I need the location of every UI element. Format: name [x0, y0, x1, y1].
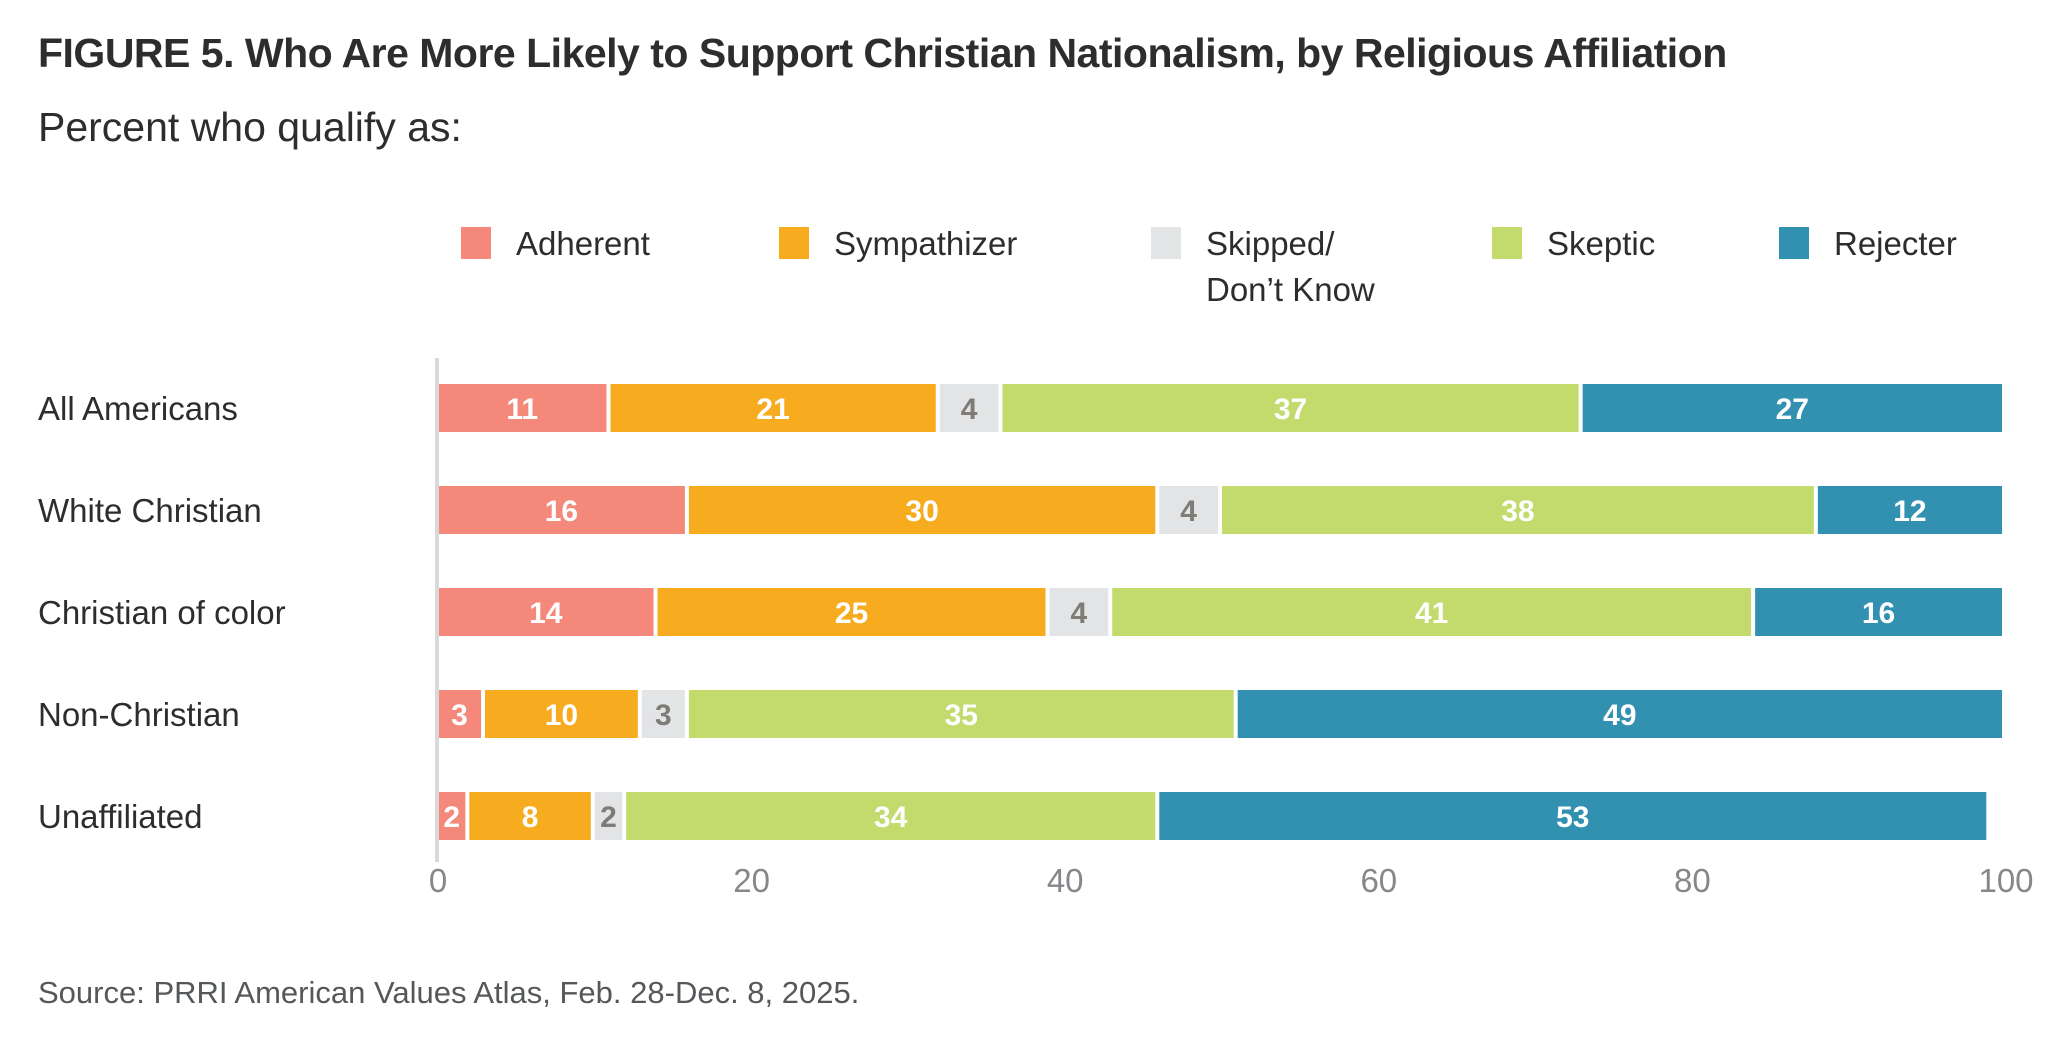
bar-segment-sympathizer: [485, 690, 638, 738]
bar-segment-sympathizer: [657, 588, 1046, 636]
data-label-skeptic: 34: [874, 801, 908, 834]
data-label-skipped-don-t-know: 2: [600, 801, 617, 834]
chart-title: FIGURE 5. Who Are More Likely to Support…: [38, 30, 1727, 76]
data-label-skipped-don-t-know: 3: [655, 699, 672, 732]
bar-segment-skipped-don-t-know: [1159, 486, 1218, 534]
bar-segment-sympathizer: [610, 384, 936, 432]
data-label-adherent: 11: [506, 393, 538, 426]
bar-segment-skeptic: [1002, 384, 1579, 432]
data-label-skipped-don-t-know: 4: [1071, 597, 1088, 630]
data-label-sympathizer: 21: [756, 393, 789, 426]
bar-segment-skipped-don-t-know: [641, 690, 685, 738]
legend-swatch-sympathizer: [779, 227, 809, 259]
category-label-non-christian: Non-Christian: [38, 696, 240, 733]
legend-label: Rejecter: [1834, 225, 1957, 262]
data-label-adherent: 3: [451, 699, 468, 732]
x-axis-ticks: 0 20 40 60 80 100: [429, 862, 2034, 899]
x-tick-label: 40: [1047, 862, 1084, 899]
data-label-sympathizer: 8: [522, 801, 539, 834]
bar-segment-rejecter: [1755, 588, 2002, 636]
bars: 11 21 4 37 27 16 30 4 38 12 14 25 4 41 16 3 10 3 35 49 2 8 2 34…: [438, 384, 2002, 840]
data-label-skeptic: 37: [1274, 393, 1307, 426]
x-tick-label: 80: [1674, 862, 1711, 899]
bar-segment-skeptic: [1222, 486, 1814, 534]
bar-segment-skeptic: [1112, 588, 1752, 636]
data-label-sympathizer: 25: [835, 597, 868, 630]
x-tick-label: 100: [1978, 862, 2033, 899]
legend-label: Adherent: [516, 225, 650, 262]
category-label-white-christian: White Christian: [38, 492, 262, 529]
bar-segment-adherent: [438, 486, 685, 534]
x-tick-label: 20: [733, 862, 770, 899]
data-label-sympathizer: 10: [545, 699, 578, 732]
x-tick-label: 0: [429, 862, 447, 899]
bar-row-christian-of-color: 14 25 4 41 16: [438, 588, 2002, 636]
data-label-skipped-don-t-know: 4: [1180, 495, 1197, 528]
data-label-skeptic: 35: [945, 699, 978, 732]
data-label-skeptic: 38: [1501, 495, 1534, 528]
data-label-rejecter: 27: [1776, 393, 1809, 426]
data-label-skipped-don-t-know: 4: [961, 393, 978, 426]
bar-row-non-christian: 3 10 3 35 49: [438, 690, 2002, 738]
legend-item-skipped-don-t-know: Skipped/Don’t Know: [1151, 225, 1375, 308]
bar-row-all-americans: 11 21 4 37 27: [438, 384, 2002, 432]
chart-subtitle: Percent who qualify as:: [38, 104, 462, 150]
data-label-adherent: 14: [529, 597, 563, 630]
category-label-christian-of-color: Christian of color: [38, 594, 286, 631]
bar-segment-rejecter: [1817, 486, 2002, 534]
bar-segment-rejecter: [1237, 690, 2002, 738]
data-label-adherent: 16: [545, 495, 578, 528]
bar-row-white-christian: 16 30 4 38 12: [438, 486, 2002, 534]
source-note: Source: PRRI American Values Atlas, Feb.…: [38, 975, 860, 1010]
bar-segment-adherent: [438, 690, 482, 738]
bar-segment-skipped-don-t-know: [1049, 588, 1109, 636]
bar-segment-rejecter: [1582, 384, 2002, 432]
category-label-unaffiliated: Unaffiliated: [38, 798, 203, 835]
category-label-all-americans: All Americans: [38, 390, 238, 427]
bar-segment-skeptic: [626, 792, 1156, 840]
legend-item-adherent: Adherent: [461, 225, 650, 262]
legend-swatch-skipped-don-t-know: [1151, 227, 1181, 259]
data-label-adherent: 2: [443, 801, 460, 834]
category-labels: All Americans White Christian Christian of…: [38, 390, 286, 835]
bar-row-unaffiliated: 2 8 2 34 53: [438, 792, 1987, 840]
legend-item-skeptic: Skeptic: [1492, 225, 1655, 262]
legend-label: Sympathizer: [834, 225, 1017, 262]
bar-segment-adherent: [438, 384, 607, 432]
legend-item-rejecter: Rejecter: [1779, 225, 1957, 262]
bar-segment-sympathizer: [469, 792, 591, 840]
bar-segment-adherent: [438, 792, 466, 840]
legend-swatch-skeptic: [1492, 227, 1522, 259]
data-label-skeptic: 41: [1415, 597, 1448, 630]
bar-segment-skeptic: [688, 690, 1234, 738]
data-label-sympathizer: 30: [905, 495, 938, 528]
data-label-rejecter: 16: [1862, 597, 1895, 630]
bar-segment-rejecter: [1159, 792, 1987, 840]
legend-label: Don’t Know: [1206, 271, 1375, 308]
x-tick-label: 60: [1360, 862, 1397, 899]
legend: Adherent Sympathizer Skipped/Don’t Know Ske…: [461, 225, 1957, 308]
bar-segment-skipped-don-t-know: [594, 792, 623, 840]
legend-item-sympathizer: Sympathizer: [779, 225, 1017, 262]
bar-segment-skipped-don-t-know: [939, 384, 999, 432]
data-label-rejecter: 49: [1603, 699, 1636, 732]
bar-segment-adherent: [438, 588, 654, 636]
data-label-rejecter: 53: [1556, 801, 1589, 834]
data-label-rejecter: 12: [1893, 495, 1926, 528]
legend-label: Skeptic: [1547, 225, 1655, 262]
legend-label: Skipped/: [1206, 225, 1335, 262]
legend-swatch-rejecter: [1779, 227, 1809, 259]
bar-segment-sympathizer: [688, 486, 1156, 534]
legend-swatch-adherent: [461, 227, 491, 259]
